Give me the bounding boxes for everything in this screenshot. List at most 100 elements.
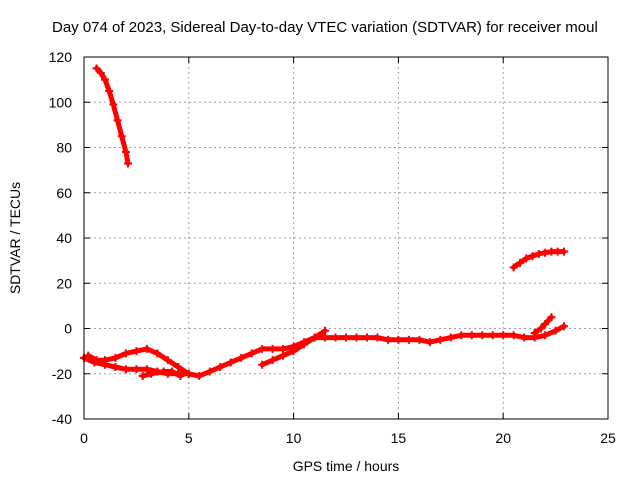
data-point (121, 365, 130, 374)
data-point (121, 349, 130, 358)
data-point (226, 358, 235, 367)
data-point (258, 344, 267, 353)
x-axis-label: GPS time / hours (293, 458, 400, 474)
data-point (541, 331, 550, 340)
data-point (559, 247, 568, 256)
y-tick-label: -20 (52, 366, 72, 382)
data-point (142, 344, 151, 353)
series-segment-mid-branch (138, 367, 185, 381)
data-point (138, 372, 147, 381)
y-tick-label: 20 (56, 275, 72, 291)
series-segment-late-spike (530, 313, 556, 338)
data-point (96, 68, 105, 77)
y-tick-label: 60 (56, 185, 72, 201)
data-point (163, 356, 172, 365)
data-point (142, 365, 151, 374)
data-point (247, 349, 256, 358)
data-point (258, 360, 267, 369)
data-point (534, 249, 543, 258)
data-point (342, 333, 350, 342)
x-tick-label: 25 (600, 430, 616, 446)
data-point (124, 159, 133, 168)
data-point (394, 335, 403, 344)
data-point (457, 331, 466, 340)
y-axis-label: SDTVAR / TECUs (7, 182, 23, 294)
data-point (362, 333, 371, 342)
data-point (237, 353, 246, 362)
data-point (279, 344, 288, 353)
y-tick-label: 100 (49, 94, 73, 110)
data-point (109, 100, 118, 109)
data-point (436, 335, 445, 344)
data-point (176, 372, 185, 381)
data-point (268, 344, 277, 353)
grid-lines (84, 57, 608, 419)
data-point (159, 367, 168, 376)
data-point (522, 254, 531, 263)
data-point (541, 248, 550, 257)
data-point (551, 326, 560, 335)
data-point (168, 367, 177, 376)
data-point (547, 313, 556, 322)
data-point (216, 362, 225, 371)
data-point (541, 319, 550, 328)
x-tick-label: 10 (286, 430, 302, 446)
data-point (300, 340, 309, 349)
series-line (532, 314, 554, 336)
data-point (499, 331, 508, 340)
data-point (310, 333, 319, 342)
data-point (184, 369, 193, 378)
data-point (113, 116, 122, 125)
data-point (100, 356, 109, 365)
data-point (425, 338, 434, 347)
data-point (446, 333, 455, 342)
data-point (509, 331, 518, 340)
data-point (383, 335, 392, 344)
data-point (373, 333, 382, 342)
data-point (530, 329, 539, 338)
data-point (84, 351, 93, 360)
chart-title: Day 074 of 2023, Sidereal Day-to-day VTE… (52, 19, 598, 36)
data-point (279, 351, 288, 360)
data-point (111, 353, 120, 362)
data-point (321, 333, 330, 342)
data-point (92, 64, 101, 73)
series-segment-rise (258, 326, 330, 369)
series-segment-late-high (509, 247, 568, 272)
data-point (205, 367, 214, 376)
x-tick-label: 20 (495, 430, 511, 446)
data-point (321, 326, 330, 335)
x-tick-label: 5 (185, 430, 193, 446)
data-point (132, 347, 141, 356)
data-point (488, 331, 497, 340)
y-tick-label: 120 (49, 49, 73, 65)
data-point (415, 335, 424, 344)
data-point (289, 347, 298, 356)
y-tick-label: 0 (64, 321, 72, 337)
y-tick-label: 80 (56, 140, 72, 156)
data-point (515, 258, 524, 267)
series-segment-early-bump (84, 344, 193, 378)
x-tick-label: 0 (80, 430, 88, 446)
data-series-layer (80, 64, 568, 381)
data-point (100, 75, 109, 84)
axis-ticks: 0 5 10 15 20 25 -40 -20 0 20 40 60 80 100 120 (49, 49, 616, 446)
data-point (478, 331, 487, 340)
x-tick-label: 15 (391, 430, 407, 446)
data-point (92, 356, 101, 365)
data-point (467, 331, 476, 340)
data-point (111, 362, 120, 371)
series-segment-early-high (92, 64, 133, 168)
data-point (520, 333, 529, 342)
data-point (105, 86, 114, 95)
data-point (331, 333, 340, 342)
data-point (117, 132, 126, 141)
data-point (352, 333, 361, 342)
data-point (404, 335, 413, 344)
data-point (528, 252, 537, 261)
series-line (94, 65, 131, 166)
data-point (147, 369, 156, 378)
data-point (132, 365, 141, 374)
data-point (536, 324, 545, 333)
